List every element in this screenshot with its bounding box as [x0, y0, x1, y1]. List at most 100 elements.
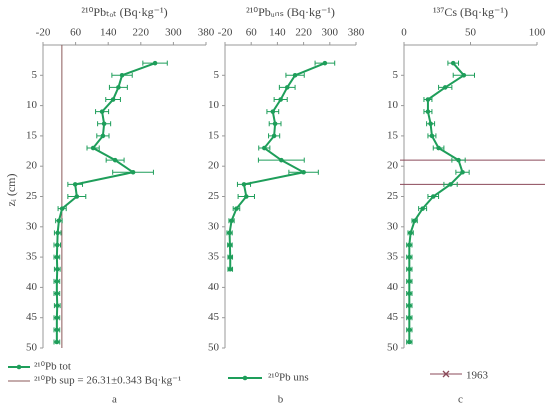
point	[54, 291, 60, 296]
point	[407, 266, 412, 272]
point	[436, 145, 441, 151]
point	[408, 230, 413, 236]
y-tick-label: 45	[26, 311, 38, 323]
point	[407, 339, 412, 345]
chart-title: ¹³⁷Cs (Bq·kg⁻¹)	[433, 5, 508, 19]
profile-line	[55, 62, 156, 342]
y-tick-label: 5	[214, 69, 220, 81]
point	[407, 242, 412, 248]
point	[407, 327, 412, 333]
point	[54, 315, 60, 321]
point	[116, 85, 121, 90]
point	[227, 230, 232, 236]
point	[460, 169, 465, 175]
y-tick-label: 10	[26, 99, 38, 111]
point	[448, 182, 453, 187]
y-tick-label: 40	[387, 281, 399, 293]
y-tick-label: 30	[208, 220, 220, 232]
legend-swatch	[242, 375, 248, 381]
point	[407, 291, 412, 296]
x-tick-label: 140	[100, 27, 117, 39]
panel-label: c	[458, 394, 463, 406]
point	[278, 97, 283, 102]
y-tick-label: 20	[26, 160, 38, 172]
y-tick-label: 10	[208, 99, 220, 111]
point	[428, 121, 433, 127]
point	[74, 194, 80, 199]
y-tick-label: 35	[208, 251, 220, 263]
x-tick-label: 140	[269, 27, 286, 39]
point	[407, 303, 412, 308]
x-tick-label: 380	[348, 27, 365, 39]
point	[412, 218, 417, 224]
point	[284, 85, 290, 90]
y-tick-label: 30	[387, 220, 399, 232]
y-tick-label: 45	[208, 311, 220, 323]
y-tick-label: 15	[26, 129, 38, 141]
legend-label: 1963	[466, 370, 489, 382]
point	[456, 157, 461, 163]
chart-title: ²¹⁰Pbᵤₙₛ (Bq·kg⁻¹)	[246, 5, 335, 19]
point	[119, 73, 125, 78]
point	[301, 169, 306, 175]
point	[99, 109, 105, 114]
point	[54, 242, 60, 248]
point	[101, 121, 107, 127]
y-tick-label: 5	[393, 69, 399, 81]
panel-label: b	[278, 394, 284, 406]
x-tick-label: 50	[465, 27, 477, 39]
point	[279, 157, 284, 163]
y-tick-label: 35	[387, 251, 399, 263]
y-axis-label: zᵢ (cm)	[4, 174, 18, 207]
point	[54, 279, 60, 284]
point	[425, 97, 431, 102]
y-tick-label: 40	[208, 281, 220, 293]
point	[54, 303, 60, 308]
point	[272, 121, 278, 127]
y-tick-label: 50	[26, 342, 38, 354]
x-tick-label: 300	[322, 27, 339, 39]
point	[292, 73, 298, 78]
point	[112, 157, 118, 163]
x-tick-label: 60	[246, 27, 258, 39]
y-tick-label: 50	[208, 342, 220, 354]
point	[110, 97, 116, 102]
point	[429, 133, 435, 139]
point	[56, 218, 62, 224]
y-tick-label: 15	[387, 129, 399, 141]
point	[243, 194, 249, 199]
point	[407, 254, 412, 260]
x-tick-label: 220	[133, 27, 150, 39]
y-tick-label: 25	[387, 190, 399, 202]
y-tick-label: 25	[208, 190, 220, 202]
point	[130, 169, 136, 175]
legend-label: ²¹⁰Pb tot	[34, 361, 71, 373]
point	[55, 230, 60, 236]
y-tick-label: 30	[26, 220, 38, 232]
y-tick-label: 10	[387, 99, 399, 111]
legend-swatch	[16, 364, 22, 370]
point	[100, 133, 106, 139]
point	[271, 133, 277, 139]
x-tick-label: 380	[198, 27, 215, 39]
panel-label: a	[112, 394, 117, 406]
point	[227, 242, 233, 248]
x-tick-label: 60	[70, 27, 82, 39]
x-tick-label: 100	[529, 27, 546, 39]
point	[322, 60, 328, 66]
point	[407, 315, 412, 321]
point	[450, 60, 456, 66]
y-tick-label: 35	[26, 251, 38, 263]
y-tick-label: 15	[208, 129, 220, 141]
x-tick-label: 300	[165, 27, 182, 39]
x-tick-label: 220	[295, 27, 312, 39]
point	[262, 145, 267, 151]
point	[420, 206, 425, 211]
point	[425, 109, 431, 114]
point	[72, 182, 78, 187]
y-tick-label: 50	[387, 342, 399, 354]
point	[229, 218, 234, 224]
point	[461, 73, 467, 78]
point	[407, 279, 412, 284]
